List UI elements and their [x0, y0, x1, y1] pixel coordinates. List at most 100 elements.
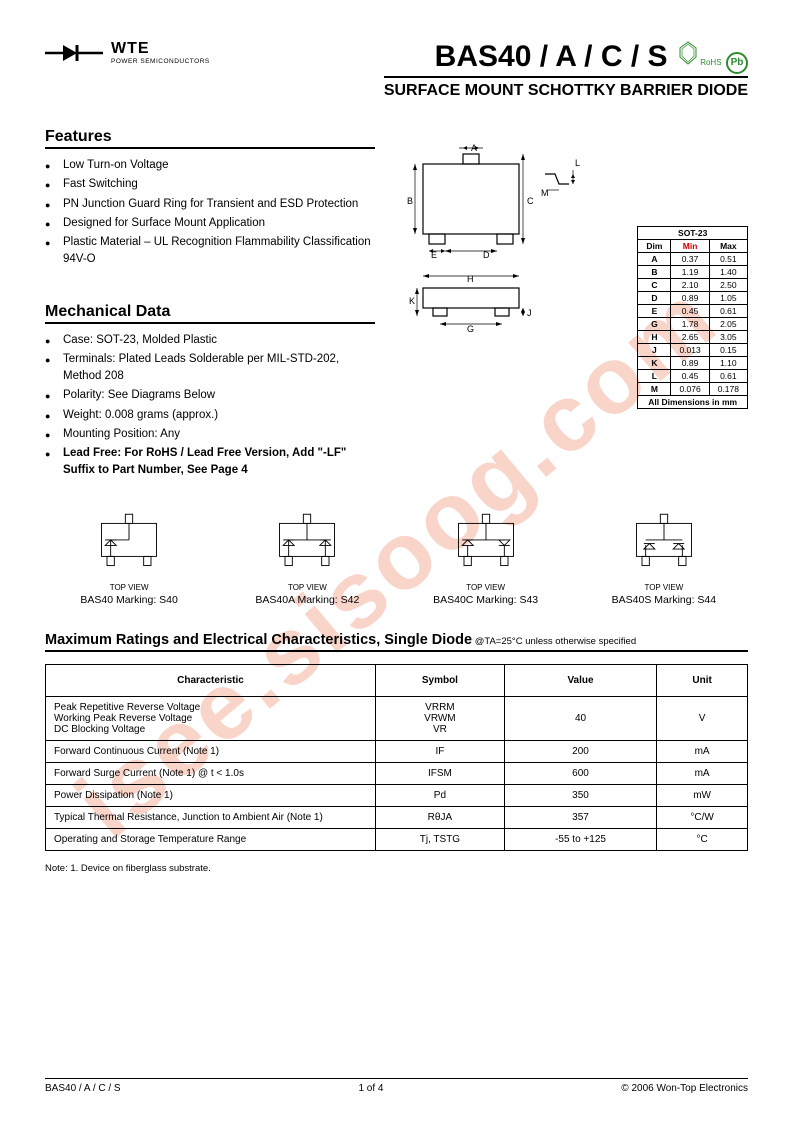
page-content: WTE POWER SEMICONDUCTORS BAS40 / A / C /… [45, 40, 748, 874]
dim-row: D0.891.05 [638, 292, 748, 305]
logo: WTE POWER SEMICONDUCTORS [45, 40, 210, 65]
variant-marking: BAS40S Marking: S44 [580, 594, 748, 606]
footer-left: BAS40 / A / C / S [45, 1083, 121, 1094]
ratings-col-unit: Unit [657, 664, 748, 696]
top-view-label: TOP VIEW [45, 583, 213, 592]
variant-marking: BAS40A Marking: S42 [223, 594, 391, 606]
ratings-row: Peak Repetitive Reverse Voltage Working … [46, 696, 748, 740]
top-view-label: TOP VIEW [402, 583, 570, 592]
footnote: Note: 1. Device on fiberglass substrate. [45, 863, 748, 874]
variant-marking: BAS40C Marking: S43 [402, 594, 570, 606]
ratings-sym: Pd [376, 784, 505, 806]
svg-text:G: G [467, 324, 474, 334]
page-footer: BAS40 / A / C / S 1 of 4 © 2006 Won-Top … [45, 1078, 748, 1094]
header: WTE POWER SEMICONDUCTORS BAS40 / A / C /… [45, 40, 748, 100]
rohs-icon: RoHS [678, 41, 722, 67]
ratings-unit: °C [657, 828, 748, 850]
ratings-sym: IF [376, 740, 505, 762]
footer-right: © 2006 Won-Top Electronics [621, 1083, 748, 1094]
feature-item: PN Junction Guard Ring for Transient and… [45, 196, 375, 213]
mechdata-item: Weight: 0.008 grams (approx.) [45, 407, 375, 424]
dim-row: H2.653.05 [638, 331, 748, 344]
dim-table-footer: All Dimensions in mm [638, 396, 748, 409]
dim-row: K0.891.10 [638, 357, 748, 370]
ratings-val: 200 [504, 740, 656, 762]
mechdata-list: Case: SOT-23, Molded Plastic Terminals: P… [45, 332, 375, 480]
dim-row: B1.191.40 [638, 266, 748, 279]
ratings-row: Operating and Storage Temperature RangeT… [46, 828, 748, 850]
variant-item: TOP VIEW BAS40C Marking: S43 [402, 500, 570, 606]
svg-text:M: M [541, 188, 549, 198]
logo-brand: WTE [111, 40, 210, 58]
ratings-char: Peak Repetitive Reverse Voltage Working … [46, 696, 376, 740]
variant-diagram-icon [609, 500, 719, 578]
variant-item: TOP VIEW BAS40 Marking: S40 [45, 500, 213, 606]
ratings-unit: V [657, 696, 748, 740]
ratings-table: Characteristic Symbol Value Unit Peak Re… [45, 664, 748, 851]
top-view-label: TOP VIEW [223, 583, 391, 592]
dim-row: J0.0130.15 [638, 344, 748, 357]
svg-text:C: C [527, 196, 534, 206]
ratings-char: Forward Surge Current (Note 1) @ t < 1.0… [46, 762, 376, 784]
diode-logo-icon [45, 42, 103, 64]
variant-diagram-icon [431, 500, 541, 578]
ratings-row: Typical Thermal Resistance, Junction to … [46, 806, 748, 828]
dim-row: E0.450.61 [638, 305, 748, 318]
feature-item: Fast Switching [45, 176, 375, 193]
ratings-char: Power Dissipation (Note 1) [46, 784, 376, 806]
mechdata-item: Case: SOT-23, Molded Plastic [45, 332, 375, 349]
top-view-label: TOP VIEW [580, 583, 748, 592]
ratings-sym: IFSM [376, 762, 505, 784]
ratings-unit: mA [657, 740, 748, 762]
variant-item: TOP VIEW BAS40S Marking: S44 [580, 500, 748, 606]
ratings-val: -55 to +125 [504, 828, 656, 850]
dim-row: L0.450.61 [638, 370, 748, 383]
variant-diagram-icon [74, 500, 184, 578]
compliance-badges: RoHS Pb [678, 41, 748, 74]
dim-table-title: SOT-23 [638, 227, 748, 240]
subtitle: SURFACE MOUNT SCHOTTKY BARRIER DIODE [384, 82, 748, 100]
ratings-col-char: Characteristic [46, 664, 376, 696]
logo-tagline: POWER SEMICONDUCTORS [111, 58, 210, 65]
ratings-val: 40 [504, 696, 656, 740]
ratings-sym: Tj, TSTG [376, 828, 505, 850]
svg-text:L: L [575, 158, 580, 168]
variant-item: TOP VIEW BAS40A Marking: S42 [223, 500, 391, 606]
dim-col-dim: Dim [638, 240, 671, 253]
ratings-val: 600 [504, 762, 656, 784]
ratings-val: 350 [504, 784, 656, 806]
ratings-char: Operating and Storage Temperature Range [46, 828, 376, 850]
dim-row: C2.102.50 [638, 279, 748, 292]
svg-text:B: B [407, 196, 413, 206]
feature-item: Low Turn-on Voltage [45, 157, 375, 174]
mechdata-item: Terminals: Plated Leads Solderable per M… [45, 351, 375, 386]
features-list: Low Turn-on Voltage Fast Switching PN Junc… [45, 157, 375, 269]
mechdata-heading: Mechanical Data [45, 303, 375, 324]
part-number-title: BAS40 / A / C / S [435, 40, 668, 74]
ratings-row: Forward Surge Current (Note 1) @ t < 1.0… [46, 762, 748, 784]
variant-diagram-icon [252, 500, 362, 578]
ratings-sym: RθJA [376, 806, 505, 828]
svg-text:H: H [467, 274, 474, 284]
dim-row: G1.782.05 [638, 318, 748, 331]
features-heading: Features [45, 128, 375, 149]
ratings-row: Forward Continuous Current (Note 1)IF200… [46, 740, 748, 762]
dim-row: M0.0760.178 [638, 383, 748, 396]
svg-text:D: D [483, 250, 490, 260]
footer-center: 1 of 4 [358, 1083, 383, 1094]
ratings-unit: °C/W [657, 806, 748, 828]
ratings-sym: VRRM VRWM VR [376, 696, 505, 740]
variant-diagrams-row: TOP VIEW BAS40 Marking: S40 TOP VIEW BAS40A… [45, 500, 748, 606]
dim-col-max: Max [709, 240, 747, 253]
svg-text:K: K [409, 296, 415, 306]
ratings-col-sym: Symbol [376, 664, 505, 696]
variant-marking: BAS40 Marking: S40 [45, 594, 213, 606]
ratings-char: Typical Thermal Resistance, Junction to … [46, 806, 376, 828]
package-diagram: A B C D E H [385, 136, 585, 346]
dimension-table: SOT-23 Dim Min Max A0.370.51B1.191.40C2.… [637, 226, 748, 409]
ratings-unit: mW [657, 784, 748, 806]
feature-item: Designed for Surface Mount Application [45, 215, 375, 232]
mechdata-item: Mounting Position: Any [45, 426, 375, 443]
feature-item: Plastic Material – UL Recognition Flamma… [45, 234, 375, 269]
ratings-char: Forward Continuous Current (Note 1) [46, 740, 376, 762]
